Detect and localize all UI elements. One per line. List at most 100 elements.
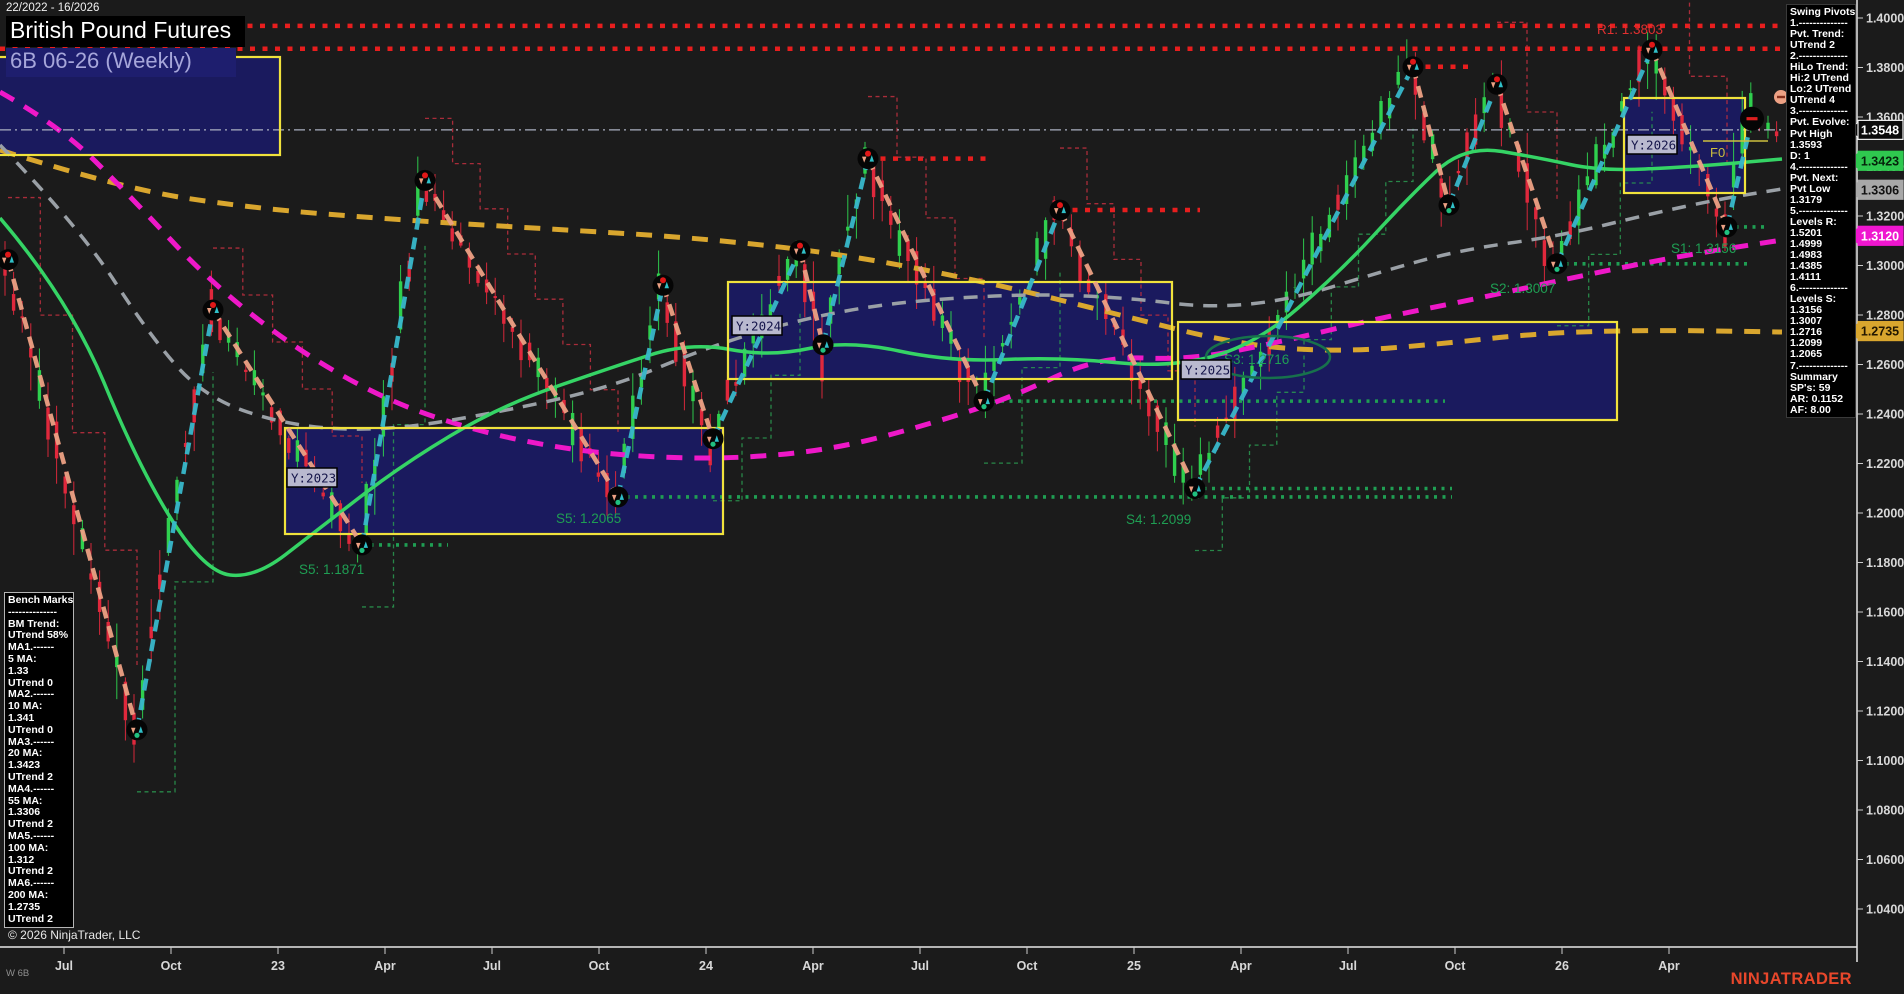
panel-line: UTrend 2 xyxy=(1790,39,1835,52)
panel-line: 1.2099 xyxy=(1790,337,1823,350)
bench-marks-panel: Bench Marks -------------- BM Trend: UTrend… xyxy=(4,592,74,928)
panel-line: 20 MA: xyxy=(8,747,43,760)
panel-line: UTrend 2 xyxy=(8,818,53,831)
zigzag-segment xyxy=(134,309,216,731)
panel-line: 1.3306 xyxy=(8,806,41,819)
year-label: Y:2025 xyxy=(1180,359,1232,380)
panel-line: Summary xyxy=(1790,370,1838,383)
pivot-marker-low xyxy=(607,486,629,508)
panel-line: MA4.------ xyxy=(8,782,55,795)
panel-line: Levels S: xyxy=(1790,293,1837,306)
panel-line: MA5.------ xyxy=(8,829,55,842)
pivot-marker-low xyxy=(973,390,995,412)
watermark-text: W 6B xyxy=(6,968,30,979)
time-axis-label: Apr xyxy=(1230,959,1252,973)
svg-text:1.2735: 1.2735 xyxy=(1861,325,1899,339)
time-axis-label: Jul xyxy=(1339,959,1357,973)
date-range: 22/2022 - 16/2026 xyxy=(6,2,100,14)
panel-line: 100 MA: xyxy=(8,841,49,854)
panel-line: 6.-------------- xyxy=(1790,282,1848,295)
level-label: S5: 1.2065 xyxy=(556,511,621,526)
panel-line: 1.3179 xyxy=(1790,193,1823,206)
zigzag-segment xyxy=(1494,83,1560,265)
panel-line: 1.33 xyxy=(8,664,29,677)
panel-line: AF: 8.00 xyxy=(1790,403,1831,416)
pivot-marker-high xyxy=(202,299,224,321)
svg-text:Y:2023: Y:2023 xyxy=(291,471,336,486)
zigzag-segment xyxy=(211,308,364,547)
fib-zero-label: F0 xyxy=(1710,145,1725,160)
stop-step-line xyxy=(1195,128,1414,552)
title-block: 22/2022 - 16/2026 British Pound Futures … xyxy=(6,2,246,77)
pivot-marker-low xyxy=(1716,216,1738,238)
pivot-marker-high xyxy=(652,274,674,296)
panel-line: 1.4983 xyxy=(1790,249,1823,262)
pivot-marker-evolving_high xyxy=(1740,106,1764,131)
panel-line: UTrend 0 xyxy=(8,676,53,689)
price-axis-label: 1.1600 xyxy=(1866,606,1904,620)
panel-line: UTrend 4 xyxy=(1790,94,1835,107)
time-axis-label: Apr xyxy=(1658,959,1680,973)
svg-text:Y:2026: Y:2026 xyxy=(1631,138,1676,153)
price-axis-label: 1.0800 xyxy=(1866,804,1904,818)
panel-line: 55 MA: xyxy=(8,794,43,807)
panel-line: 1.312 xyxy=(8,853,35,866)
panel-line: UTrend 0 xyxy=(8,723,53,736)
panel-line: Hi:2 UTrend xyxy=(1790,72,1849,85)
panel-line: 10 MA: xyxy=(8,700,43,713)
zigzag-segment xyxy=(660,284,716,440)
panel-line: BM Trend: xyxy=(8,617,60,630)
year-range-box-border xyxy=(283,426,725,536)
panel-line: SP's: 59 xyxy=(1790,381,1831,394)
time-axis-label: 25 xyxy=(1127,959,1141,973)
time-axis-label: 24 xyxy=(699,959,713,973)
panel-line: 1.3156 xyxy=(1790,304,1823,317)
ma-line-55ma xyxy=(0,143,1783,431)
zigzag-segment xyxy=(359,179,428,546)
chart-subtitle: 6B 06-26 (Weekly) xyxy=(6,48,236,77)
panel-line: 1.2716 xyxy=(1790,326,1823,339)
panel-line: 200 MA: xyxy=(8,888,49,901)
last-bar-marker xyxy=(1774,90,1788,104)
time-axis[interactable]: Jul Oct 23 Apr Jul Oct 24 Apr Jul Oct 25 Apr Jul Oct 2… xyxy=(55,947,1680,973)
price-axis-label: 1.3800 xyxy=(1866,61,1904,75)
svg-text:Y:2025: Y:2025 xyxy=(1185,363,1230,378)
zigzag-segment xyxy=(820,158,871,346)
panel-line: Pvt. Evolve: xyxy=(1790,116,1850,129)
price-axis-label: 1.3000 xyxy=(1866,259,1904,273)
swing-zigzag xyxy=(5,48,1755,731)
panel-line: Pvt High xyxy=(1790,127,1833,140)
zigzag-segment xyxy=(1446,83,1500,206)
zigzag-segment xyxy=(615,284,666,498)
year-range-box-border xyxy=(726,280,1174,381)
panel-line: Levels R: xyxy=(1790,215,1837,228)
panel-line: Pvt Low xyxy=(1790,182,1831,195)
panel-line: 1.3007 xyxy=(1790,315,1823,328)
level-label: S4: 1.2099 xyxy=(1126,512,1191,527)
time-axis-label: Apr xyxy=(374,959,396,973)
panel-line: 5.-------------- xyxy=(1790,204,1848,217)
panel-line: 3.-------------- xyxy=(1790,105,1848,118)
panel-line: 1.2065 xyxy=(1790,348,1823,361)
pivot-marker-low xyxy=(351,534,373,556)
svg-text:1.3548: 1.3548 xyxy=(1861,123,1899,137)
panel-line: MA2.------ xyxy=(8,688,55,701)
stop-step-line xyxy=(362,242,426,608)
time-axis-label: Jul xyxy=(911,959,929,973)
panel-line: Bench Marks xyxy=(8,594,74,606)
zigzag-segment xyxy=(1057,209,1198,490)
year-range-box-border xyxy=(1176,320,1619,422)
price-axis-label: 1.1200 xyxy=(1866,705,1904,719)
time-axis-label: Oct xyxy=(1017,959,1039,973)
price-axis-label: 1.2600 xyxy=(1866,358,1904,372)
pivot-marker-low xyxy=(812,334,834,356)
svg-text:1.3423: 1.3423 xyxy=(1861,154,1899,168)
year-range-box xyxy=(285,428,723,534)
zigzag-segment xyxy=(1649,48,1730,228)
panel-line: D: 1 xyxy=(1790,149,1810,162)
stop-step-line xyxy=(984,272,1061,464)
time-axis-label: Jul xyxy=(55,959,73,973)
time-axis-label: Oct xyxy=(161,959,183,973)
